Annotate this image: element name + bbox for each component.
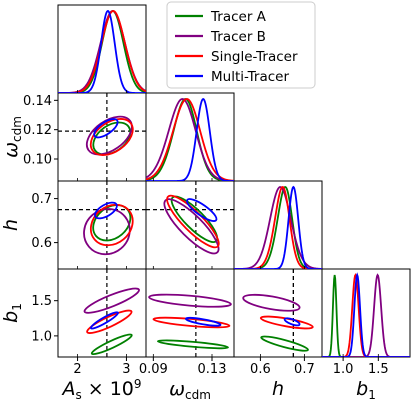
x-tick-label-wcdm-0: 0.09 [139,362,168,377]
x-tick-label-wcdm-1: 0.13 [198,362,227,377]
y-tick-label-b1-0: 1.0 [31,329,52,344]
legend-label-2: Single-Tracer [211,49,298,65]
contour-h-As-multi-tracer [94,201,118,220]
x-tick-label-h-0: 0.6 [250,362,271,377]
y-tick-label-wcdm-0: 0.10 [23,153,52,168]
x-tick-label-b1-0: 1.0 [333,362,354,377]
contour-h-wcdm-multi-tracer [186,198,218,222]
contour-b1-As-multi-tracer [89,311,119,330]
x-axis-label-As: As × 109 [60,377,141,402]
x-tick-label-As-1: 3 [122,362,130,377]
contour-b1-wcdm-multi-tracer [184,317,222,327]
marginal-wcdm-tracer-b [146,98,234,181]
x-axis-label-b1: b1 [356,378,376,402]
y-tick-label-b1-1: 1.5 [31,294,52,309]
x-axis-label-wcdm: ωcdm [169,378,211,402]
y-tick-label-wcdm-1: 0.12 [23,123,52,138]
marginal-h-single-tracer [234,186,322,269]
contour-b1-wcdm-single-tracer [152,316,231,329]
legend-label-0: Tracer A [210,9,267,25]
x-tick-label-h-1: 0.7 [294,362,315,377]
contour-b1-wcdm-tracer-a [156,339,229,350]
x-tick-label-As-0: 2 [73,362,81,377]
contour-b1-As-tracer-a [90,333,133,356]
contour-b1-As-tracer-b [83,287,140,314]
marginal-As-multi-tracer [58,10,146,93]
y-axis-label-b1: b1 [0,303,24,323]
y-axis-label-wcdm: ωcdm [0,116,24,158]
y-tick-label-h-1: 0.7 [31,192,52,207]
panel-h-wcdm [145,180,235,270]
contour-b1-wcdm-tracer-b [148,293,232,308]
contour-b1-As-single-tracer [86,309,133,334]
y-axis-label-h: h [0,219,22,231]
contour-wcdm-As-multi-tracer [93,118,119,139]
contour-wcdm-As-single-tracer [89,118,134,156]
contour-b1-h-tracer-a [260,335,309,352]
legend-label-3: Multi-Tracer [211,69,289,85]
contour-b1-h-multi-tracer [283,317,301,327]
legend [166,1,316,89]
contour-h-As-tracer-b [83,208,131,256]
panel-b1-As [57,268,147,358]
contour-b1-h-tracer-b [242,293,301,312]
x-tick-label-b1-1: 1.5 [368,362,389,377]
x-axis-label-h: h [272,378,284,400]
legend-label-1: Tracer B [210,29,266,45]
marginal-b1-multi-tracer [322,272,410,357]
marginal-h-multi-tracer [234,185,322,269]
y-tick-label-h-0: 0.6 [31,236,52,251]
marginal-As-tracer-a [58,10,146,93]
panel-h-h [233,180,323,270]
marginal-b1-tracer-a [322,274,410,357]
contour-h-wcdm-tracer-b [163,198,220,255]
contour-h-As-single-tracer [89,203,134,247]
y-tick-label-wcdm-2: 0.14 [23,94,52,109]
panel-b1-wcdm [145,268,235,358]
marginal-wcdm-multi-tracer [146,97,234,181]
panel-b1-h [233,268,323,358]
